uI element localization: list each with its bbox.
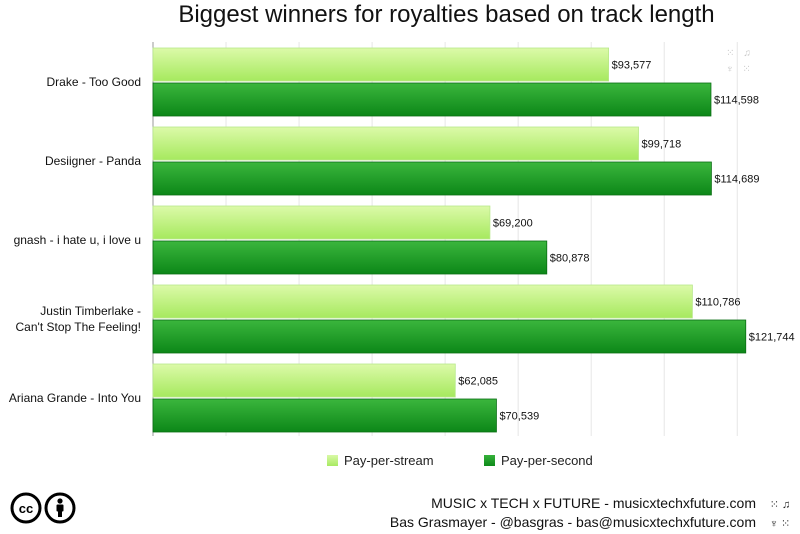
category-labels: Drake - Too Good Desiigner - Panda gnash -… <box>9 75 141 405</box>
legend-item-pay-per-second: Pay-per-second <box>484 453 593 468</box>
data-labels: $93,577 $114,598 $99,718 $114,689 $69,200 $80… <box>458 60 794 423</box>
bar-chart: $93,577 $114,598 $99,718 $114,689 $69,200 $80… <box>9 42 795 436</box>
data-label: $80,878 <box>550 253 590 265</box>
footer-credits: MUSIC x TECH x FUTURE - musicxtechxfutur… <box>390 494 756 532</box>
footer-line-site: MUSIC x TECH x FUTURE - musicxtechxfutur… <box>431 495 756 511</box>
bar-pay-per-stream <box>152 205 491 240</box>
data-label: $114,689 <box>714 174 759 186</box>
legend-label: Pay-per-stream <box>344 453 434 468</box>
legend-label: Pay-per-second <box>501 453 593 468</box>
data-label: $121,744 <box>749 332 795 344</box>
category-label: Justin Timberlake - <box>40 304 141 318</box>
data-label: $69,200 <box>493 218 533 230</box>
legend-swatch-dark <box>484 455 495 466</box>
chart-title: Biggest winners for royalties based on t… <box>178 1 715 28</box>
bar-pay-per-second <box>152 82 712 117</box>
bar-pay-per-second <box>152 319 747 354</box>
data-label: $110,786 <box>695 297 740 309</box>
data-label: $62,085 <box>458 376 498 388</box>
bar-pay-per-stream <box>152 363 456 398</box>
category-label: Drake - Too Good <box>47 75 142 89</box>
category-label: gnash - i hate u, i love u <box>14 233 141 247</box>
category-label: Ariana Grande - Into You <box>9 391 141 405</box>
bar-pay-per-second <box>152 398 497 433</box>
footer-line-author: Bas Grasmayer - @basgras - bas@musicxtec… <box>389 514 756 530</box>
watermark-logo: ⁙ ♫ ♆ ⁙ <box>726 48 754 75</box>
data-label: $70,539 <box>499 411 539 423</box>
legend-item-pay-per-stream: Pay-per-stream <box>327 453 434 468</box>
data-label: $93,577 <box>612 60 652 72</box>
data-label: $114,598 <box>714 95 759 107</box>
data-label: $99,718 <box>642 139 682 151</box>
bar-pay-per-stream <box>152 126 639 161</box>
bars <box>152 47 747 433</box>
category-label: Desiigner - Panda <box>45 154 141 168</box>
legend-swatch-light <box>327 455 338 466</box>
bar-pay-per-second <box>152 161 712 196</box>
cc-by-license-icon: cc <box>10 492 76 524</box>
svg-text:cc: cc <box>19 501 33 516</box>
bar-pay-per-second <box>152 240 548 275</box>
footer-logo-icon: ⁙ ♫ ♆ ⁙ <box>769 499 791 530</box>
category-label: Can't Stop The Feeling! <box>16 320 141 334</box>
bar-pay-per-stream <box>152 284 693 319</box>
bar-pay-per-stream <box>152 47 610 82</box>
